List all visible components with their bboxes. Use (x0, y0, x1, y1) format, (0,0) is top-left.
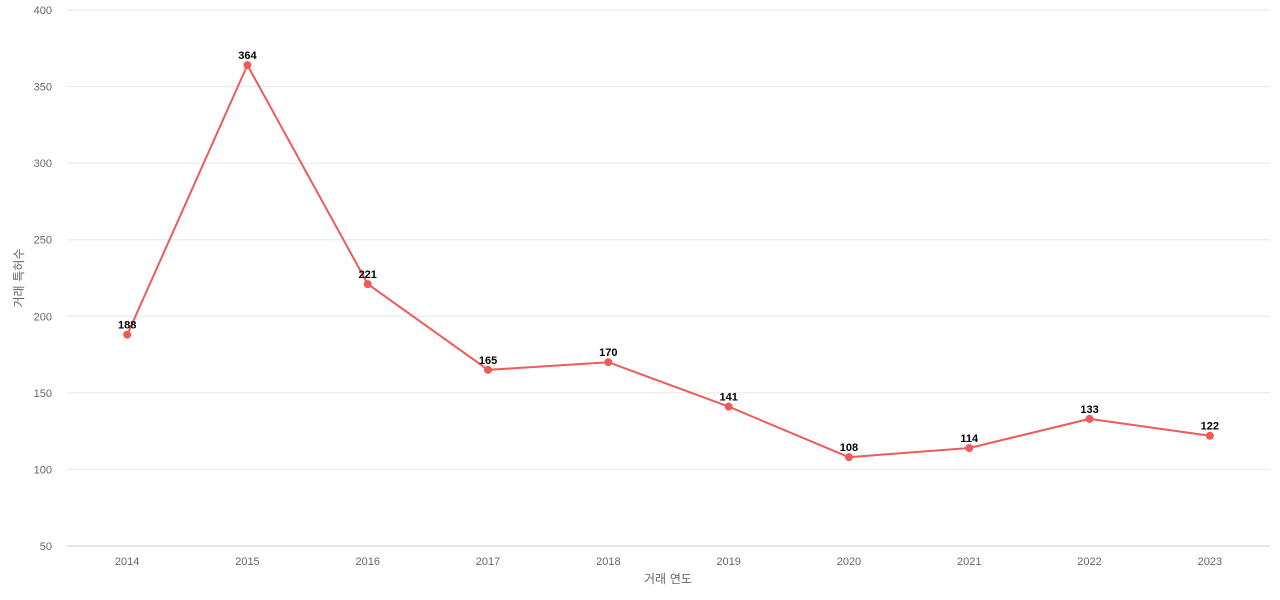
y-tick-label-400: 400 (34, 5, 52, 17)
x-tick-label-2015: 2015 (235, 556, 259, 568)
y-tick-label-350: 350 (34, 82, 52, 94)
grid-lines (67, 9, 1270, 547)
data-label-2017: 165 (479, 355, 497, 367)
y-axis-title: 거래 특허수 (12, 248, 26, 307)
data-label-2020: 108 (840, 442, 858, 454)
x-tick-label-2017: 2017 (476, 556, 500, 568)
data-label-2015: 364 (238, 50, 257, 62)
y-tick-label-250: 250 (34, 235, 52, 247)
data-label-2014: 188 (118, 320, 136, 332)
y-tick-label-300: 300 (34, 158, 52, 170)
series-line (126, 64, 1210, 459)
data-label-2018: 170 (599, 347, 617, 359)
data-point-2023 (1205, 431, 1214, 440)
y-tick-label-100: 100 (34, 464, 52, 476)
data-point-2016 (363, 280, 372, 289)
series-line-group (123, 61, 1214, 462)
x-tick-label-2020: 2020 (837, 556, 861, 568)
data-point-2017 (484, 365, 493, 374)
y-axis-ticks: 50 100 150 200 250 300 350 400 (34, 5, 52, 553)
data-point-2014 (123, 330, 132, 339)
data-point-2018 (604, 358, 613, 367)
x-axis-title: 거래 연도 (644, 572, 692, 586)
x-tick-label-2018: 2018 (596, 556, 620, 568)
x-tick-label-2021: 2021 (957, 556, 981, 568)
x-tick-label-2019: 2019 (716, 556, 740, 568)
x-tick-label-2016: 2016 (356, 556, 380, 568)
data-point-2021 (965, 443, 974, 452)
data-point-2020 (844, 453, 853, 462)
data-point-2019 (724, 402, 733, 411)
data-label-2016: 221 (359, 269, 377, 281)
y-tick-label-200: 200 (34, 311, 52, 323)
data-point-2022 (1085, 414, 1094, 423)
y-tick-label-150: 150 (34, 388, 52, 400)
data-label-2019: 141 (719, 392, 737, 404)
x-tick-label-2014: 2014 (115, 556, 139, 568)
data-label-2023: 122 (1201, 421, 1219, 433)
x-tick-label-2022: 2022 (1077, 556, 1101, 568)
data-point-2015 (243, 61, 252, 70)
x-tick-label-2023: 2023 (1198, 556, 1222, 568)
data-label-2021: 114 (960, 433, 979, 445)
data-label-2022: 133 (1080, 404, 1098, 416)
x-axis-ticks: 2014 2015 2016 2017 2018 2019 2020 2021 2022 2023 (115, 556, 1222, 568)
data-labels: 188 364 221 165 170 141 108 114 133 122 (118, 50, 1219, 454)
y-tick-label-50: 50 (40, 541, 52, 553)
